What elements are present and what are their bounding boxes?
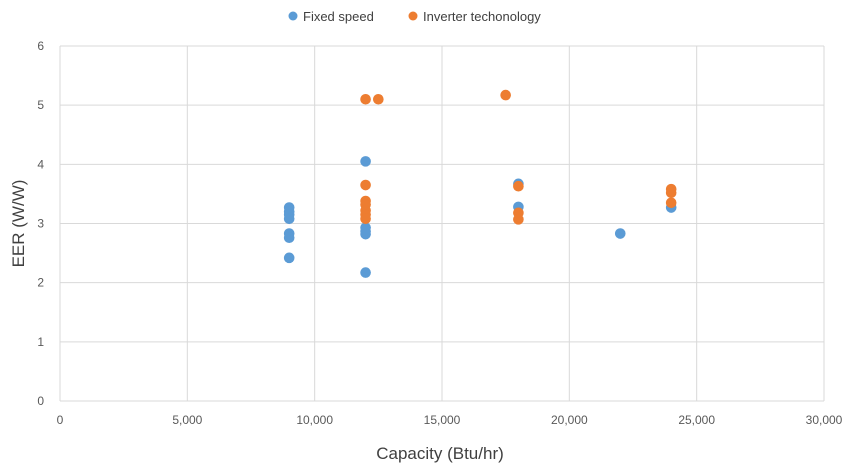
data-point bbox=[614, 228, 626, 239]
data-point bbox=[513, 214, 524, 225]
grid-layer bbox=[59, 45, 825, 402]
legend-item: Fixed speed bbox=[288, 9, 374, 24]
axis-layer: 0 1 2 3 4 5 6 0 5,000 10,000 15,000 20,000 25,000 30,… bbox=[9, 39, 843, 463]
data-point bbox=[283, 213, 295, 225]
y-tick-label: 6 bbox=[37, 39, 44, 53]
y-tick-label: 4 bbox=[37, 157, 44, 171]
x-tick-label: 0 bbox=[57, 413, 64, 427]
y-tick-label: 0 bbox=[37, 394, 44, 408]
y-axis-title: EER (W/W) bbox=[9, 180, 28, 268]
x-tick-label: 20,000 bbox=[551, 413, 588, 427]
data-point bbox=[665, 187, 677, 199]
data-point bbox=[500, 89, 511, 101]
x-tick-label: 30,000 bbox=[806, 413, 843, 427]
data-point bbox=[513, 180, 524, 192]
x-axis-title: Capacity (Btu/hr) bbox=[376, 444, 504, 463]
legend-marker bbox=[408, 11, 418, 21]
legend-label: Fixed speed bbox=[303, 9, 374, 24]
legend-marker bbox=[288, 11, 298, 21]
series-1 bbox=[360, 89, 677, 225]
y-tick-label: 5 bbox=[37, 98, 44, 112]
x-tick-label: 25,000 bbox=[678, 413, 715, 427]
data-point bbox=[665, 197, 677, 209]
x-tick-label: 10,000 bbox=[296, 413, 333, 427]
data-point bbox=[360, 213, 371, 225]
legend-item: Inverter techonology bbox=[408, 9, 541, 24]
legend-label: Inverter techonology bbox=[423, 9, 541, 24]
y-tick-label: 1 bbox=[37, 335, 44, 349]
data-point bbox=[373, 93, 384, 105]
x-tick-label: 5,000 bbox=[172, 413, 202, 427]
data-point bbox=[360, 267, 371, 278]
data-point bbox=[360, 93, 371, 105]
data-point bbox=[360, 179, 371, 191]
data-point bbox=[283, 252, 295, 264]
data-point bbox=[360, 228, 371, 240]
points-layer bbox=[283, 89, 677, 278]
series-0 bbox=[283, 156, 677, 278]
data-point bbox=[283, 232, 295, 243]
x-tick-label: 15,000 bbox=[424, 413, 461, 427]
y-tick-label: 2 bbox=[37, 276, 44, 290]
y-tick-label: 3 bbox=[37, 217, 44, 231]
data-point bbox=[360, 156, 371, 167]
legend: Fixed speed Inverter techonology bbox=[288, 9, 541, 24]
